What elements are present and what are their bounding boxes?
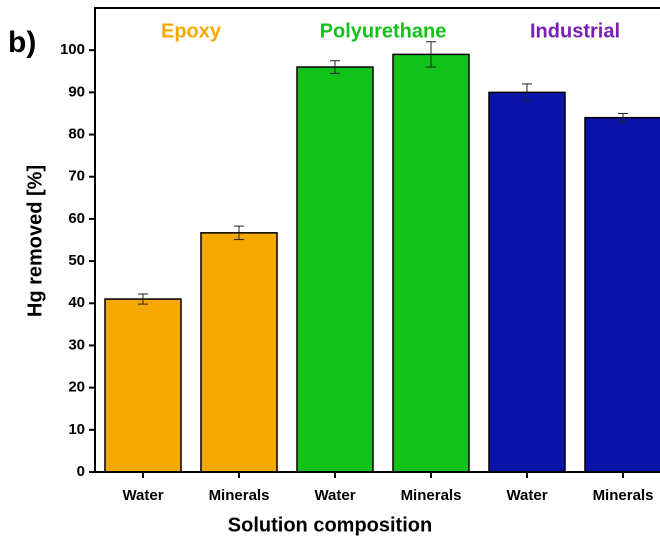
panel-label: b) (8, 26, 36, 59)
bar (296, 66, 374, 473)
bar (392, 53, 470, 473)
y-tick-label: 70 (68, 168, 85, 185)
y-tick-label: 60 (68, 210, 85, 227)
y-tick-label: 10 (68, 421, 85, 438)
bar (488, 91, 566, 473)
group-label: Industrial (530, 20, 620, 42)
x-tick-label: Minerals (209, 487, 270, 504)
plot-frame (94, 7, 660, 473)
bar (200, 232, 278, 473)
y-tick-label: 90 (68, 83, 85, 100)
y-tick-label: 0 (77, 463, 85, 480)
y-axis-label: Hg removed [%] (24, 165, 46, 317)
x-tick-label: Water (506, 487, 547, 504)
x-tick-label: Minerals (593, 487, 654, 504)
group-label: Epoxy (161, 20, 222, 42)
x-tick-label: Water (122, 487, 163, 504)
y-tick-label: 80 (68, 126, 85, 143)
bar (584, 116, 660, 473)
x-tick-label: Minerals (401, 487, 462, 504)
y-tick-label: 100 (60, 41, 85, 58)
group-label: Polyurethane (320, 20, 447, 42)
x-axis-label: Solution composition (228, 514, 432, 536)
y-tick-label: 30 (68, 336, 85, 353)
y-tick-label: 40 (68, 294, 85, 311)
y-tick-label: 50 (68, 252, 85, 269)
y-tick-label: 20 (68, 379, 85, 396)
bar (104, 298, 182, 473)
x-tick-label: Water (314, 487, 355, 504)
